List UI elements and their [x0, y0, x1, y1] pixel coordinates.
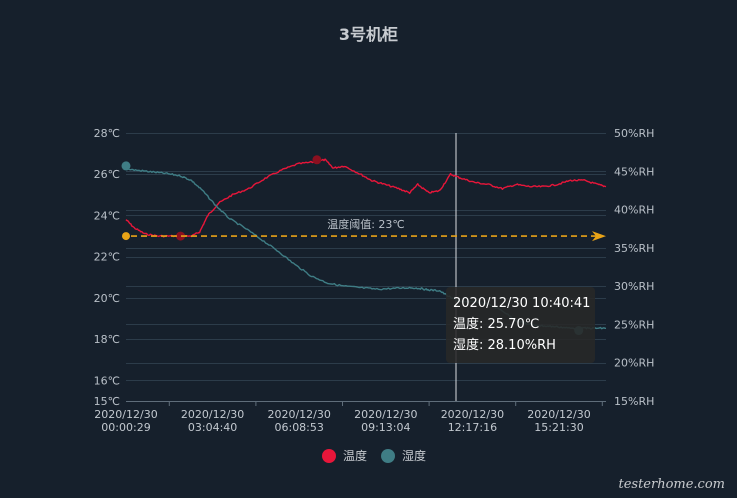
x-tick-label-date: 2020/12/30: [527, 408, 590, 421]
y-left-tick-label: 16℃: [94, 374, 120, 387]
y-left-tick-label: 20℃: [94, 292, 120, 305]
x-tick-label-time: 00:00:29: [101, 421, 150, 434]
x-tick-label-time: 06:08:53: [274, 421, 323, 434]
y-left-tick-label: 28℃: [94, 127, 120, 140]
tooltip-time: 2020/12/30 10:40:41: [453, 296, 591, 311]
y-right-tick-label: 50%RH: [614, 127, 654, 140]
x-tick-label-date: 2020/12/30: [441, 408, 504, 421]
axes: 28℃ 26℃ 24℃ 22℃ 20℃ 18℃ 16℃ 15℃ 50%RH 45%RH 40%RH 3…: [94, 127, 655, 434]
y-left-tick-label: 18℃: [94, 333, 120, 346]
legend: 温度 湿度: [322, 448, 426, 463]
y-right-tick-label: 25%RH: [614, 318, 654, 331]
markline-arrow: [592, 231, 606, 242]
y-right-tick-label: 15%RH: [614, 395, 654, 408]
tooltip-temp: 温度: 25.70℃: [453, 317, 540, 332]
watermark: testerhome.com: [618, 477, 725, 492]
legend-marker: [322, 449, 336, 463]
chart-title: 3号机柜: [338, 25, 399, 44]
y-right-tick-label: 45%RH: [614, 165, 654, 178]
tooltip: 2020/12/30 10:40:41 温度: 25.70℃ 湿度: 28.10…: [446, 287, 595, 363]
y-right-tick-label: 20%RH: [614, 357, 654, 370]
legend-marker: [381, 449, 395, 463]
data-point-marker: [121, 161, 131, 171]
x-tick-label-time: 15:21:30: [534, 421, 583, 434]
data-point-marker: [176, 231, 186, 241]
y-left-tick-label: 22℃: [94, 251, 120, 264]
markline-start-dot: [122, 232, 130, 241]
legend-label: 温度: [343, 448, 367, 463]
x-tick-label-date: 2020/12/30: [267, 408, 330, 421]
markline-label: 温度阈值: 23℃: [327, 217, 405, 231]
x-tick-label-date: 2020/12/30: [354, 408, 417, 421]
series-line-temperature: [125, 158, 607, 238]
x-tick-label-time: 09:13:04: [361, 421, 410, 434]
y-left-tick-label: 24℃: [94, 209, 120, 222]
y-right-tick-label: 30%RH: [614, 280, 654, 293]
x-tick-label-date: 2020/12/30: [94, 408, 157, 421]
grid-lines: [126, 133, 606, 402]
data-point-marker: [312, 155, 322, 165]
y-left-tick-label: 26℃: [94, 168, 120, 181]
threshold-markline: 温度阈值: 23℃: [122, 217, 606, 242]
y-right-tick-label: 40%RH: [614, 204, 654, 217]
x-tick-label-time: 12:17:16: [448, 421, 497, 434]
y-left-tick-label: 15℃: [94, 395, 120, 408]
x-tick-label-date: 2020/12/30: [181, 408, 244, 421]
x-tick-label-time: 03:04:40: [188, 421, 237, 434]
tooltip-hum: 湿度: 28.10%RH: [453, 338, 556, 353]
legend-label: 湿度: [402, 448, 426, 463]
y-right-tick-label: 35%RH: [614, 242, 654, 255]
